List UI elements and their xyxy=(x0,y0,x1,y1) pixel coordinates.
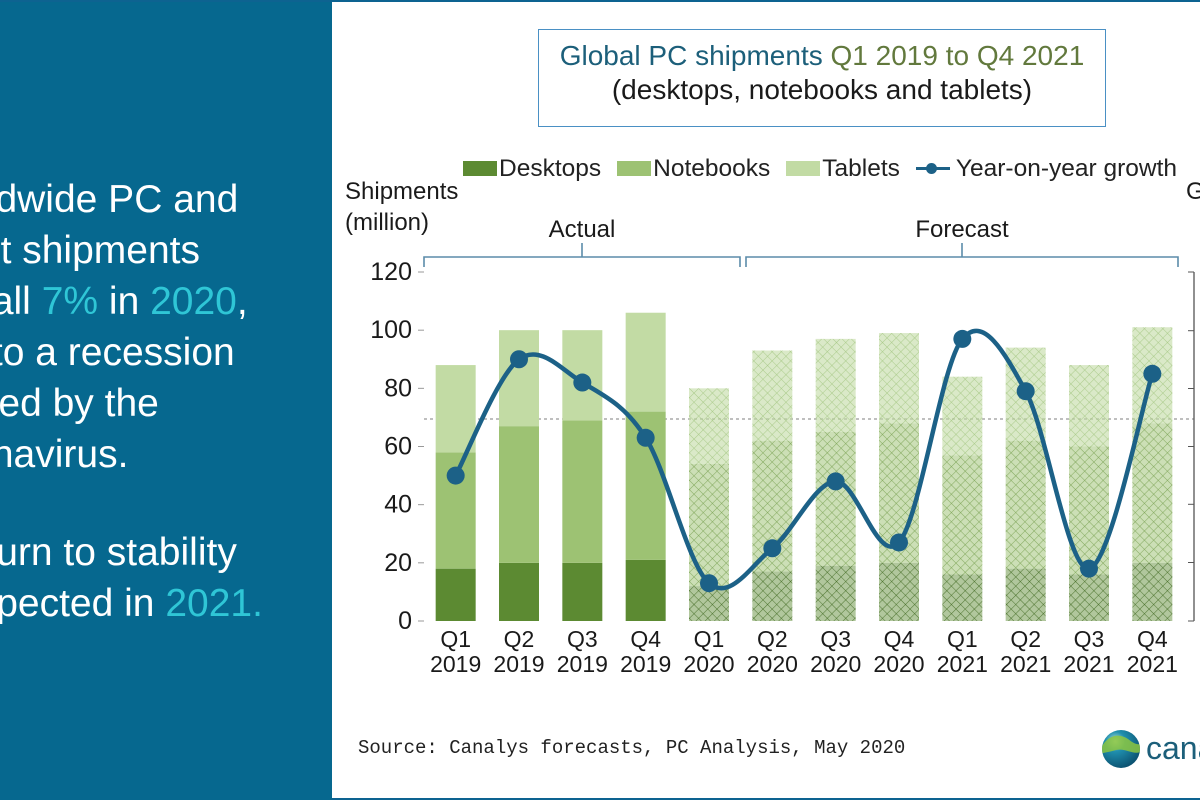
svg-text:(million): (million) xyxy=(345,209,429,236)
svg-text:2021: 2021 xyxy=(1127,651,1178,677)
svg-text:2021: 2021 xyxy=(1063,651,1114,677)
svg-text:Q1: Q1 xyxy=(947,626,978,652)
svg-text:Q2: Q2 xyxy=(1010,626,1041,652)
svg-text:2019: 2019 xyxy=(430,651,481,677)
svg-text:20: 20 xyxy=(384,549,412,577)
svg-text:2019: 2019 xyxy=(620,651,671,677)
svg-text:2021: 2021 xyxy=(1000,651,1051,677)
svg-text:Shipments: Shipments xyxy=(345,178,458,205)
svg-text:Q2: Q2 xyxy=(504,626,535,652)
svg-text:2020: 2020 xyxy=(873,651,924,677)
svg-text:Gr: Gr xyxy=(1186,178,1200,205)
svg-text:Q1: Q1 xyxy=(440,626,471,652)
svg-text:Q4: Q4 xyxy=(884,626,915,652)
svg-text:40: 40 xyxy=(384,491,412,519)
svg-text:Q4: Q4 xyxy=(1137,626,1168,652)
svg-text:2020: 2020 xyxy=(683,651,734,677)
svg-text:80: 80 xyxy=(384,374,412,402)
svg-text:60: 60 xyxy=(384,433,412,461)
svg-text:Q3: Q3 xyxy=(820,626,851,652)
svg-text:2020: 2020 xyxy=(810,651,861,677)
svg-text:2019: 2019 xyxy=(557,651,608,677)
svg-text:Forecast: Forecast xyxy=(915,216,1009,243)
svg-text:Q3: Q3 xyxy=(567,626,598,652)
svg-text:Q3: Q3 xyxy=(1074,626,1105,652)
svg-text:Q4: Q4 xyxy=(630,626,661,652)
svg-text:0: 0 xyxy=(398,607,412,635)
svg-text:Actual: Actual xyxy=(549,216,616,243)
svg-text:2020: 2020 xyxy=(747,651,798,677)
svg-text:Q2: Q2 xyxy=(757,626,788,652)
svg-text:2019: 2019 xyxy=(493,651,544,677)
svg-text:Q1: Q1 xyxy=(694,626,725,652)
svg-text:100: 100 xyxy=(370,316,412,344)
svg-text:2021: 2021 xyxy=(937,651,988,677)
svg-text:120: 120 xyxy=(370,258,412,286)
